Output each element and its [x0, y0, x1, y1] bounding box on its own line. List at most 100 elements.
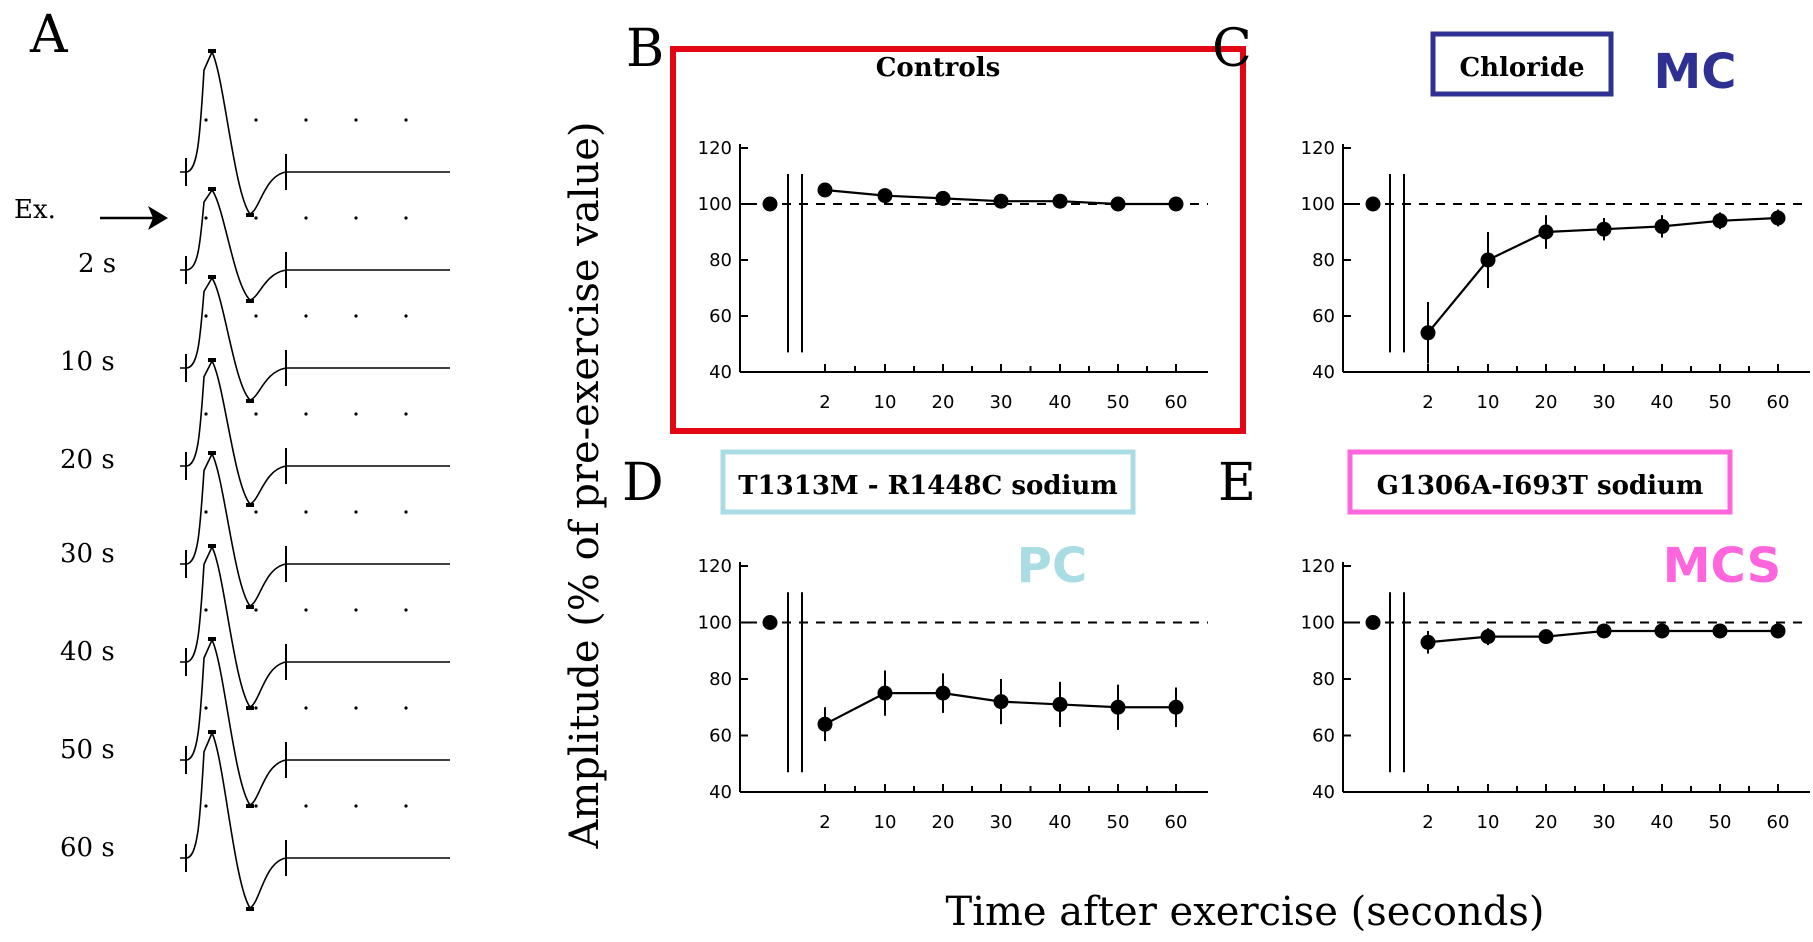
grid-dot [304, 216, 308, 220]
y-tick-label-80: 80 [1312, 669, 1335, 690]
grid-dot [254, 804, 258, 808]
y-tick-label-60: 60 [1312, 726, 1335, 747]
x-tick-label-5: 50 [1709, 812, 1732, 833]
title-box [720, 449, 1136, 515]
group-label: PC [1017, 538, 1087, 594]
grid-dot [254, 608, 258, 612]
panel-title: T1313M - R1448C sodium [738, 471, 1118, 501]
grid-dot [304, 608, 308, 612]
trace-label-2: 20 s [60, 445, 115, 475]
data-point-2 [1538, 224, 1554, 240]
emg-traces: 2 s 10 s 20 s 30 s 40 s 50 s 60 s [60, 49, 450, 911]
y-tick-label-100: 100 [698, 613, 732, 634]
x-tick-label-3: 30 [1593, 392, 1616, 413]
y-tick-label-100: 100 [1301, 613, 1335, 634]
pre-exercise-point [762, 196, 778, 212]
x-tick-label-2: 20 [1535, 392, 1558, 413]
y-axis-title: Amplitude (% of pre-exercise value) [562, 121, 608, 849]
group-label: MC [1654, 44, 1737, 100]
x-tick-label-4: 40 [1651, 812, 1674, 833]
y-tick-label-120: 120 [698, 556, 732, 577]
y-tick-label-40: 40 [1312, 362, 1335, 383]
data-point-3 [1596, 623, 1612, 639]
grid-dot [304, 314, 308, 318]
trace-label-1: 10 s [60, 347, 115, 377]
data-point-1 [877, 685, 893, 701]
data-point-5 [1110, 196, 1126, 212]
y-tick-label-40: 40 [709, 782, 732, 803]
trace-trough-marker-0 [246, 213, 254, 217]
trace-peak-marker-5 [208, 544, 216, 548]
grid-dot [204, 314, 208, 318]
grid-dot [354, 314, 358, 318]
data-point-3 [993, 694, 1009, 710]
grid-dot [354, 804, 358, 808]
data-point-1 [1480, 252, 1496, 268]
trace-trough-marker-7 [246, 907, 254, 911]
x-tick-label-0: 2 [819, 812, 830, 833]
panel-letter-e: E [1218, 453, 1256, 513]
grid-dot [204, 510, 208, 514]
grid-dot [404, 706, 408, 710]
x-tick-label-1: 10 [1477, 392, 1500, 413]
trace-line-4 [180, 452, 450, 607]
grid-dot [204, 118, 208, 122]
data-point-0 [817, 182, 833, 198]
x-tick-label-5: 50 [1107, 812, 1130, 833]
trace-4 [180, 451, 450, 609]
trace-label-4: 40 s [60, 637, 115, 667]
trace-peak-marker-1 [208, 187, 216, 191]
panel-title: Chloride [1459, 53, 1584, 83]
group-label: MCS [1663, 538, 1781, 594]
pre-exercise-point [762, 615, 778, 630]
grid-dot [354, 608, 358, 612]
trace-1 [180, 187, 450, 303]
trace-3 [180, 358, 450, 507]
trace-line-2 [180, 276, 450, 401]
x-tick-label-5: 50 [1709, 392, 1732, 413]
data-point-4 [1052, 193, 1068, 209]
data-point-6 [1168, 699, 1184, 715]
grid-dot [354, 706, 358, 710]
grid-dot [204, 216, 208, 220]
grid-dot [254, 510, 258, 514]
data-point-3 [993, 193, 1009, 209]
panel-letter-c: C [1212, 19, 1252, 79]
y-tick-label-120: 120 [1301, 556, 1335, 577]
highlight-box [670, 46, 1246, 434]
grid-dot [204, 804, 208, 808]
data-point-2 [935, 685, 951, 701]
panel-letter-a: A [29, 5, 69, 65]
trace-peak-marker-4 [208, 451, 216, 455]
x-tick-label-3: 30 [1593, 812, 1616, 833]
y-tick-label-80: 80 [709, 250, 732, 271]
data-point-6 [1168, 196, 1184, 212]
x-axis-title: Time after exercise (seconds) [946, 889, 1545, 935]
trace-peak-marker-7 [208, 730, 216, 734]
grid-dot [354, 216, 358, 220]
x-tick-label-1: 10 [874, 812, 897, 833]
x-tick-label-6: 60 [1767, 392, 1790, 413]
x-tick-label-0: 2 [1422, 812, 1433, 833]
grid-dot [304, 118, 308, 122]
grid-dot [254, 118, 258, 122]
panel-letter-d: D [622, 453, 664, 513]
grid-dot [254, 412, 258, 416]
x-tick-label-5: 50 [1107, 392, 1130, 413]
data-point-5 [1110, 699, 1126, 715]
data-point-4 [1654, 218, 1670, 234]
data-point-4 [1052, 696, 1068, 712]
x-tick-label-2: 20 [1535, 812, 1558, 833]
trace-line-5 [180, 545, 450, 709]
trace-trough-marker-6 [246, 804, 254, 808]
x-tick-label-1: 10 [1477, 812, 1500, 833]
grid-dot [254, 216, 258, 220]
trace-5 [180, 544, 450, 710]
y-tick-label-120: 120 [1301, 138, 1335, 159]
y-tick-label-100: 100 [1301, 194, 1335, 215]
trace-line-6 [180, 638, 450, 807]
y-tick-label-60: 60 [709, 726, 732, 747]
x-tick-label-2: 20 [932, 812, 955, 833]
data-point-6 [1770, 210, 1786, 226]
panel-title: Controls [876, 53, 1001, 83]
